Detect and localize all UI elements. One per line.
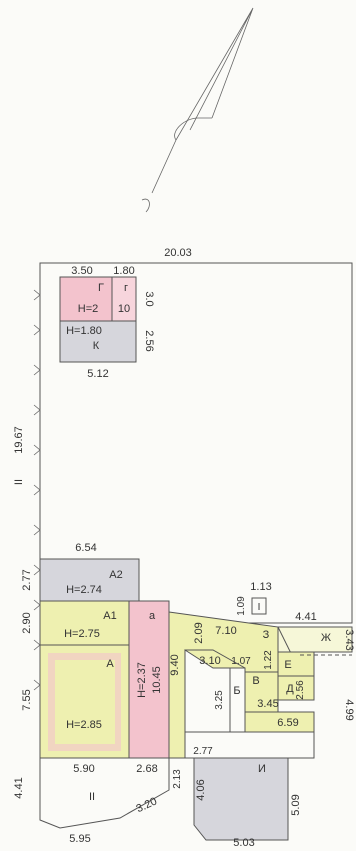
room-e xyxy=(277,651,315,677)
dim-bottom-right: 6.59 xyxy=(277,717,298,729)
label-g-lower: г xyxy=(124,282,128,294)
roman-left: II xyxy=(13,479,25,485)
room-b xyxy=(229,667,246,733)
room-bottom-strip xyxy=(244,711,315,733)
label-b: Б xyxy=(233,685,240,697)
label-i: И xyxy=(258,763,266,775)
dim-lower-left: 4.41 xyxy=(13,777,25,798)
label-d: Д xyxy=(286,683,294,695)
dim-i-roman-top: 1.13 xyxy=(250,581,271,593)
height-a: H=2.85 xyxy=(66,719,102,731)
dim-a2-side: 2.77 xyxy=(21,569,33,590)
label-g-upper: Г xyxy=(98,282,104,294)
room-a-lower xyxy=(128,600,170,759)
room-a-core xyxy=(55,660,115,744)
room-i xyxy=(193,757,289,841)
dim-b-side: 3.25 xyxy=(214,690,225,710)
label-a: А xyxy=(106,658,114,670)
boundary-ticks xyxy=(33,289,41,691)
height-g-upper: H=2 xyxy=(78,303,99,315)
dim-lower-bottom: 5.95 xyxy=(69,833,90,845)
dim-z-left: 2.09 xyxy=(193,622,205,643)
dim-a-bottom: 5.90 xyxy=(73,763,94,775)
roman-lower: II xyxy=(89,791,95,803)
dim-lower-side: 2.13 xyxy=(172,769,183,789)
lower-area-boundary xyxy=(39,758,170,829)
dim-a-side: 7.55 xyxy=(21,689,33,710)
dim-v-width: 3.45 xyxy=(257,698,278,710)
room-i-roman xyxy=(251,597,267,615)
dim-i-bottom: 5.03 xyxy=(233,837,254,849)
dim-g-side: 3.0 xyxy=(143,291,155,306)
dim-3-43: 3.43 xyxy=(343,629,355,650)
dim-bottom-left: 2.77 xyxy=(193,746,213,757)
dim-k-side: 2.56 xyxy=(143,330,155,351)
dim-top-width: 20.03 xyxy=(164,247,192,259)
dim-e-side: 1.22 xyxy=(263,650,274,670)
dim-z-mid: 3.10 xyxy=(199,655,220,667)
dim-zh-top: 4.41 xyxy=(295,611,316,623)
room-k xyxy=(59,320,137,363)
dim-v-side: 2.56 xyxy=(295,680,306,700)
label-i-roman: I xyxy=(258,602,261,613)
dim-a2-width: 6.54 xyxy=(75,542,96,554)
dim-a-lower-bottom: 2.68 xyxy=(136,763,157,775)
north-arrow-icon xyxy=(141,7,254,213)
label-a2: А2 xyxy=(109,569,122,581)
dim-i-roman-side: 1.09 xyxy=(236,596,247,616)
dim-z-top: 7.10 xyxy=(215,625,236,637)
dim-lower-diag: 3.20 xyxy=(134,795,158,815)
dim-a1-side: 2.90 xyxy=(21,612,33,633)
room-a2 xyxy=(39,558,140,602)
dim-left-height: 19.67 xyxy=(13,426,25,454)
height-a-lower: H=2.37 xyxy=(136,662,148,698)
room-zh xyxy=(277,626,353,653)
height-k: H=1.80 xyxy=(66,325,102,337)
label-e: Е xyxy=(284,659,291,671)
dim-i-left: 4.06 xyxy=(195,779,207,800)
dim-4-99: 4.99 xyxy=(343,699,355,720)
height-a1: H=2.75 xyxy=(64,628,100,640)
label-z: З xyxy=(263,629,270,641)
label-zh: Ж xyxy=(321,632,331,644)
dim-g-num: 10 xyxy=(118,303,130,315)
dim-b-top: 1.07 xyxy=(231,656,251,667)
dim-g-width: 3.50 xyxy=(71,265,92,277)
label-a1: А1 xyxy=(103,610,116,622)
dim-k-width: 5.12 xyxy=(87,368,108,380)
dim-z-long: 9.40 xyxy=(169,654,181,675)
label-v: В xyxy=(252,675,259,687)
height-a2: H=2.74 xyxy=(66,584,102,596)
label-k: К xyxy=(93,340,100,352)
dim-a-lower-side: 10.45 xyxy=(151,666,163,694)
dim-i-right: 5.09 xyxy=(290,794,302,815)
dim-g-lower-width: 1.80 xyxy=(113,265,134,277)
label-a-lower: а xyxy=(149,610,156,622)
room-v xyxy=(244,671,279,713)
